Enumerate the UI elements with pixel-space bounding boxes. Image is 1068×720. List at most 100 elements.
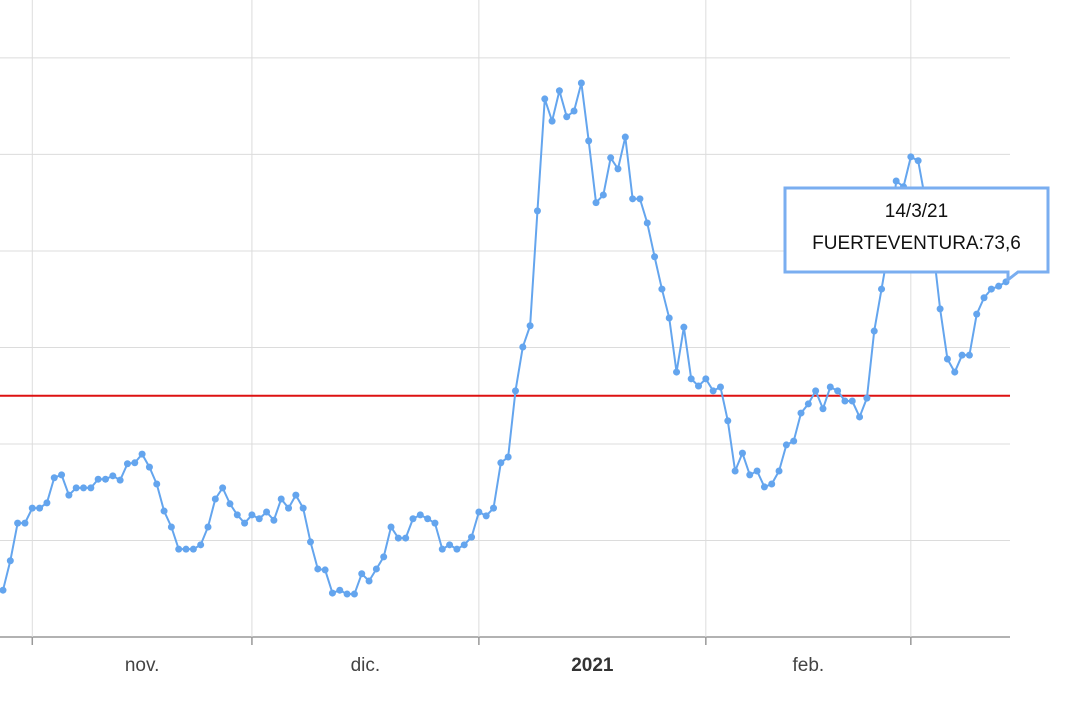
data-point xyxy=(760,483,768,491)
data-point xyxy=(907,153,915,161)
data-point xyxy=(336,586,344,594)
data-point xyxy=(285,504,293,512)
data-point xyxy=(504,453,512,461)
data-point xyxy=(277,495,285,503)
data-point xyxy=(541,95,549,103)
data-point xyxy=(36,504,44,512)
data-point xyxy=(936,305,944,313)
data-point xyxy=(658,285,666,293)
tooltip: 14/3/21 FUERTEVENTURA:73,6 xyxy=(783,186,1050,283)
data-point xyxy=(160,507,168,515)
data-point xyxy=(819,405,827,413)
data-point xyxy=(241,519,249,527)
data-point xyxy=(350,590,358,598)
data-point xyxy=(958,351,966,359)
data-point xyxy=(973,310,981,318)
data-point xyxy=(387,523,395,531)
data-point xyxy=(475,508,483,516)
data-point xyxy=(987,285,995,293)
tooltip-date: 14/3/21 xyxy=(885,201,948,222)
data-point xyxy=(716,383,724,391)
data-point xyxy=(380,553,388,561)
data-point xyxy=(109,472,117,480)
data-point xyxy=(211,495,219,503)
data-point xyxy=(94,475,102,483)
data-point xyxy=(643,219,651,227)
data-point xyxy=(768,480,776,488)
data-point xyxy=(0,586,7,594)
data-point xyxy=(431,519,439,527)
data-point xyxy=(343,590,351,598)
data-point xyxy=(197,541,205,549)
data-point xyxy=(233,511,241,519)
data-point xyxy=(680,323,688,331)
data-point xyxy=(409,515,417,523)
data-point xyxy=(58,471,66,479)
data-point xyxy=(116,476,124,484)
tooltip-text: FUERTEVENTURA:73,6 xyxy=(812,233,1021,254)
data-point xyxy=(87,484,95,492)
data-point xyxy=(446,541,454,549)
x-tick-label: dic. xyxy=(351,655,381,676)
data-point xyxy=(731,467,739,475)
data-point xyxy=(746,471,754,479)
data-point xyxy=(270,516,278,524)
data-point xyxy=(614,165,622,173)
data-point xyxy=(804,400,812,408)
data-point xyxy=(145,463,153,471)
data-point xyxy=(314,565,322,573)
data-point xyxy=(687,375,695,383)
data-point xyxy=(255,515,263,523)
data-point xyxy=(65,491,73,499)
data-point xyxy=(490,504,498,512)
data-point xyxy=(497,459,505,467)
data-point xyxy=(175,545,183,553)
data-point xyxy=(21,519,29,527)
data-point xyxy=(468,533,476,541)
data-point xyxy=(248,511,256,519)
data-point xyxy=(548,117,556,125)
data-point xyxy=(797,409,805,417)
data-point xyxy=(856,413,864,421)
data-point xyxy=(563,113,571,121)
data-point xyxy=(511,387,519,395)
data-point xyxy=(226,500,234,508)
data-point xyxy=(402,534,410,542)
data-point xyxy=(812,387,820,395)
data-point xyxy=(365,577,373,585)
data-point xyxy=(153,480,161,488)
data-point xyxy=(131,459,139,467)
data-point xyxy=(943,355,951,363)
series-line xyxy=(2,82,1007,596)
data-point xyxy=(995,282,1003,290)
data-point xyxy=(709,387,717,395)
data-point xyxy=(753,467,761,475)
x-tick-label: 2021 xyxy=(571,655,614,676)
data-point xyxy=(965,351,973,359)
data-point xyxy=(80,484,88,492)
data-point xyxy=(306,538,314,546)
data-point xyxy=(72,484,80,492)
tooltip-box xyxy=(783,186,1050,283)
data-point xyxy=(482,512,490,520)
data-point xyxy=(621,133,629,141)
data-point xyxy=(834,387,842,395)
data-point xyxy=(892,177,900,185)
data-point xyxy=(841,397,849,405)
data-point xyxy=(182,545,190,553)
data-point xyxy=(519,343,527,351)
data-point xyxy=(189,545,197,553)
data-point xyxy=(870,327,878,335)
data-point xyxy=(782,441,790,449)
data-point xyxy=(585,137,593,145)
data-point xyxy=(372,565,380,573)
data-point xyxy=(570,107,578,115)
data-point xyxy=(533,207,541,215)
data-point xyxy=(438,545,446,553)
data-point xyxy=(826,383,834,391)
data-point xyxy=(28,504,36,512)
data-point xyxy=(328,589,336,597)
data-point xyxy=(101,475,109,483)
data-point xyxy=(914,157,922,165)
